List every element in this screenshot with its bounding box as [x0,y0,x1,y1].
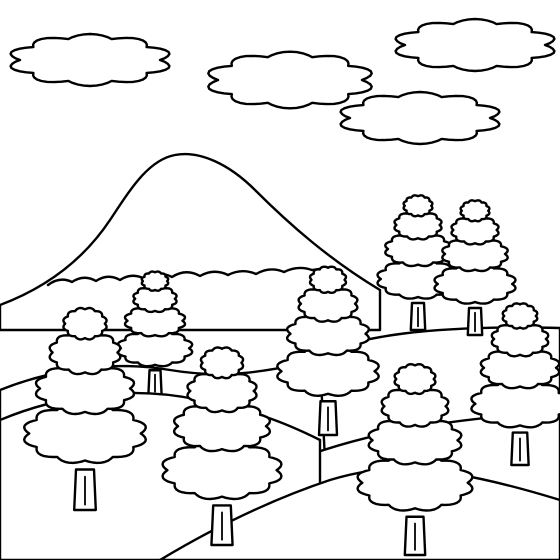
tree-foliage-tier-4 [62,306,108,341]
tree-foliage-tier-1 [23,402,147,465]
cloud-3 [394,17,556,73]
mid-trees-group [23,265,560,512]
tree-mid-3 [470,302,560,467]
tree-mid-1 [23,306,147,512]
tree-foliage-tier-1 [161,440,283,501]
tree-mid-2 [276,265,380,437]
cloud-4 [339,90,501,146]
tree-foliage-tier-4 [308,265,348,294]
cloud-1 [9,32,171,88]
tree-front-1 [161,346,283,547]
tree-foliage-tier-4 [393,363,437,396]
cloud-outline [9,32,171,88]
tree-foliage-tier-4 [501,302,539,330]
tree-foliage-tier-4 [459,199,491,223]
front-trees-group [161,346,474,557]
tree-foliage-tier-4 [140,270,170,292]
cloud-outline [339,90,501,146]
tree-foliage-tier-4 [199,346,245,380]
tree-foliage-tier-4 [402,194,434,218]
tree-foliage-tier-1 [356,453,474,512]
cloud-2 [207,50,373,110]
cloud-outline [394,17,556,73]
clouds-group [9,17,556,146]
back-trees-group [116,194,517,397]
cloud-outline [207,50,373,110]
mountain-snowline [46,266,327,287]
tree-back-3 [116,270,194,397]
mountain-outline [0,152,382,332]
tree-back-2 [433,199,517,337]
tree-front-2 [356,363,474,557]
